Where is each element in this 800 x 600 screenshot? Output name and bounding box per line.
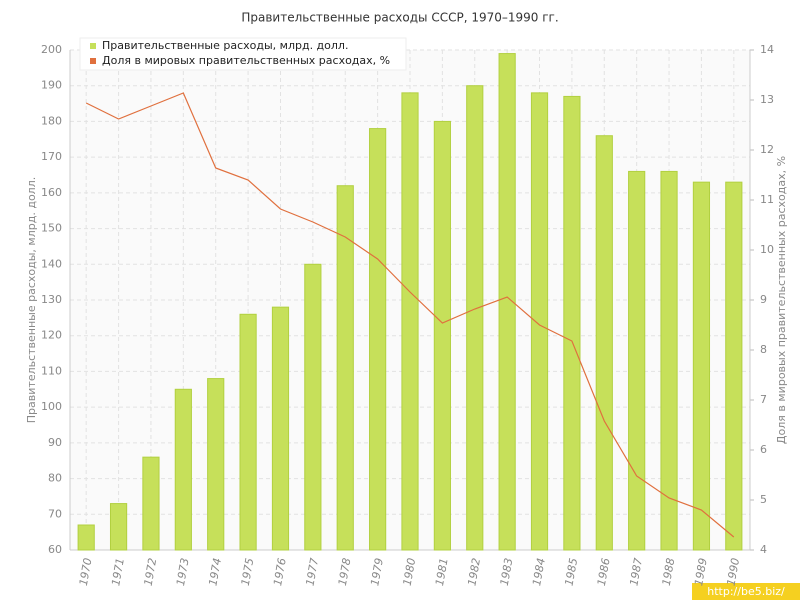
y2-tick-label: 5 [760, 493, 767, 506]
y-axis-label: Правительственные расходы, млрд. долл. [25, 177, 38, 423]
watermark: http://be5.biz/ [707, 585, 785, 598]
bar [109, 503, 128, 551]
x-tick-label: 1973 [174, 557, 192, 587]
bar [174, 388, 192, 551]
legend-swatch [90, 43, 96, 49]
y-tick-label: 110 [41, 364, 62, 377]
bar [77, 524, 95, 551]
y-tick-label: 80 [48, 472, 62, 485]
y-tick-label: 120 [41, 329, 62, 342]
chart-title: Правительственные расходы СССР, 1970–199… [241, 11, 558, 25]
y2-tick-label: 7 [760, 393, 767, 406]
bar [498, 53, 516, 551]
y2-tick-label: 11 [760, 193, 774, 206]
legend: Правительственные расходы, млрд. долл. До… [79, 37, 407, 71]
bar [369, 128, 387, 551]
legend-label: Правительственные расходы, млрд. долл. [102, 39, 348, 52]
x-tick-label: 1971 [109, 557, 127, 587]
y-tick-label: 70 [48, 507, 62, 520]
legend-label: Доля в мировых правительственных расхода… [102, 54, 390, 67]
y-tick-label: 60 [48, 543, 62, 556]
x-tick-label: 1984 [530, 557, 548, 587]
y2-tick-label: 12 [760, 143, 774, 156]
bar [725, 181, 743, 551]
x-tick-label: 1980 [401, 557, 419, 587]
legend-swatch [90, 58, 96, 64]
y-tick-label: 100 [41, 400, 62, 413]
bar [530, 92, 549, 551]
bar [692, 181, 711, 551]
bar [595, 135, 613, 551]
x-tick-label: 1978 [336, 557, 354, 587]
x-tick-label: 1974 [206, 557, 224, 587]
bar [401, 92, 419, 551]
y-tick-label: 190 [41, 79, 62, 92]
x-tick-label: 1982 [465, 557, 483, 587]
x-tick-label: 1975 [239, 557, 257, 587]
y-tick-label: 130 [41, 293, 62, 306]
x-tick-label: 1970 [77, 557, 95, 587]
x-tick-label: 1990 [724, 557, 742, 587]
y-tick-label: 150 [41, 222, 62, 235]
y2-tick-label: 10 [760, 243, 774, 256]
y-tick-label: 90 [48, 436, 62, 449]
bar [628, 170, 646, 551]
x-tick-label: 1983 [498, 557, 516, 587]
x-tick-label: 1979 [368, 557, 386, 587]
y2-tick-label: 6 [760, 443, 767, 456]
y2-axis-label: Доля в мировых правительственных расхода… [775, 156, 788, 444]
y-tick-label: 140 [41, 257, 62, 270]
y-tick-label: 180 [41, 114, 62, 127]
watermark-bg [692, 583, 800, 600]
y2-tick-label: 4 [760, 543, 767, 556]
bar [239, 313, 257, 551]
x-tick-label: 1987 [627, 557, 645, 587]
x-tick-label: 1972 [142, 557, 160, 587]
y-tick-label: 170 [41, 150, 62, 163]
bar [563, 95, 581, 551]
bar [660, 170, 678, 551]
y2-tick-label: 8 [760, 343, 767, 356]
y2-tick-label: 9 [760, 293, 767, 306]
x-tick-label: 1977 [304, 557, 322, 587]
x-tick-label: 1986 [595, 557, 613, 587]
bar [304, 263, 322, 551]
bar [271, 306, 290, 551]
bar [433, 120, 451, 551]
x-tick-label: 1988 [660, 557, 678, 587]
y-tick-label: 160 [41, 186, 62, 199]
line-series [85, 92, 735, 538]
bar [142, 456, 160, 551]
legend-box [79, 37, 407, 71]
bar [336, 185, 354, 551]
y-tick-label: 200 [41, 43, 62, 56]
bar [207, 378, 225, 551]
x-tick-label: 1989 [692, 557, 710, 587]
x-tick-label: 1981 [433, 557, 451, 587]
y2-tick-label: 14 [760, 43, 774, 56]
bar [466, 85, 484, 551]
y2-tick-label: 13 [760, 93, 774, 106]
x-tick-label: 1985 [563, 557, 581, 587]
x-tick-label: 1976 [271, 557, 289, 587]
